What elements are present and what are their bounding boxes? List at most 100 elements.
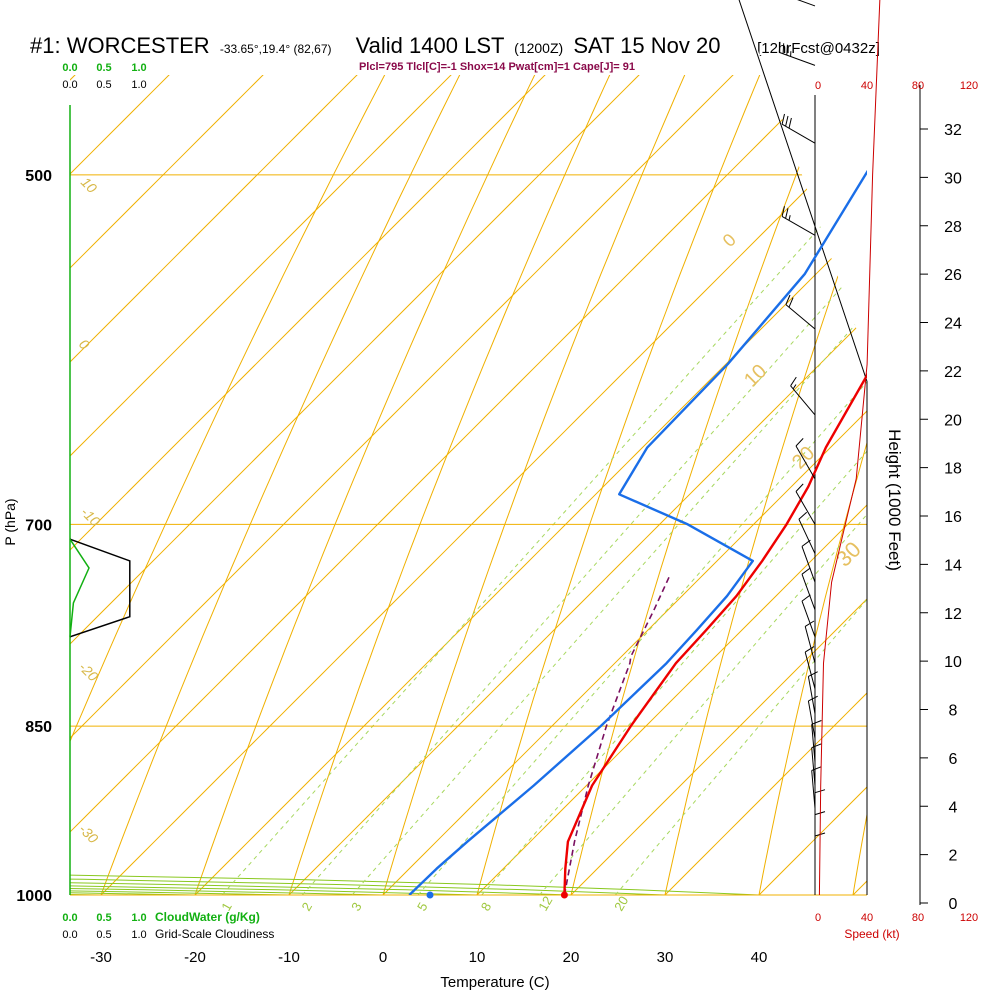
isotherm-line: [0, 0, 832, 895]
stability-indices: Plcl=795 Tlcl[C]=-1 Shox=14 Pwat[cm]=1 C…: [359, 61, 635, 73]
wind-speed-tick-top: 40: [861, 80, 873, 92]
cloud-water-scale-bottom: 1.0: [131, 912, 146, 924]
cloudiness-scale-bottom: 0.5: [96, 929, 111, 941]
cloudiness-scale-top: 1.0: [131, 79, 146, 91]
temperature-tick-label: -30: [90, 949, 112, 966]
wind-speed-tick-top: 120: [960, 80, 978, 92]
height-tick-label: 26: [944, 267, 962, 284]
isotherm-label: -30: [76, 821, 102, 847]
station-name: #1: WORCESTER: [30, 33, 210, 58]
isotherm-label: -10: [78, 504, 104, 530]
height-tick-label: 16: [944, 509, 962, 526]
height-tick-label: 8: [949, 703, 958, 720]
wind-barb: [802, 540, 815, 582]
barb-flag: [802, 595, 810, 601]
wind-speed-tick-bottom: 120: [960, 912, 978, 924]
height-tick-label: 30: [944, 170, 962, 187]
cloud-water-scale-bottom: 0.5: [96, 912, 111, 924]
pressure-tick-label: 500: [25, 168, 52, 185]
cloud-water-scale-top: 1.0: [131, 62, 146, 74]
barb-flag: [799, 512, 807, 519]
barb-flag: [796, 484, 803, 492]
y-axis-label: P (hPa): [2, 498, 18, 545]
valid-date: SAT 15 Nov 2014: [573, 33, 745, 58]
temperature-tick-label: -10: [278, 949, 300, 966]
wind-speed-tick-top: 80: [912, 80, 924, 92]
mixing-ratio-line: [482, 0, 1000, 895]
wind-speed-tick-bottom: 40: [861, 912, 873, 924]
isotherm-label: 0: [719, 230, 740, 251]
barb-half-flag: [789, 215, 790, 220]
station-coords: -33.65°,19.4° (82,67): [220, 42, 332, 56]
isotherm-label: -20: [76, 659, 102, 685]
surface-dewpoint-marker: [427, 892, 434, 899]
parcel-trace: [564, 575, 670, 895]
mixing-ratio-label: 3: [348, 900, 365, 914]
wind-barb: [812, 767, 822, 809]
wind-speed-tick-bottom: 80: [912, 912, 924, 924]
isotherm-line: [0, 0, 644, 895]
height-axis-label: Height (1000 Feet): [885, 429, 904, 571]
valid-utc: (1200Z): [514, 40, 563, 56]
cloudiness-scale-top: 0.0: [62, 79, 77, 91]
wind-barb: [802, 568, 815, 610]
x-axis-label: Temperature (C): [440, 974, 549, 991]
isotherm-label: 10: [740, 360, 771, 391]
wind-speed-tick-bottom: 0: [815, 912, 821, 924]
cloudiness-scale-top: 0.5: [96, 79, 111, 91]
cloud-water-label: CloudWater (g/Kg): [155, 910, 260, 924]
surface-temp-marker: [561, 892, 568, 899]
height-tick-label: 2: [949, 848, 958, 865]
temperature-tick-label: 10: [469, 949, 486, 966]
barb-shaft: [779, 0, 815, 6]
barb-flag: [815, 790, 825, 793]
valid-time: Valid 1400 LST: [356, 33, 504, 58]
height-tick-label: 10: [944, 654, 962, 671]
moist-adiabat-line: [0, 814, 383, 895]
mixing-ratio-line: [418, 0, 1000, 895]
mixing-ratio-label: 2: [298, 900, 315, 914]
height-tick-label: 12: [944, 606, 962, 623]
height-tick-label: 14: [944, 557, 962, 574]
cloudiness-scale-bottom: 1.0: [131, 929, 146, 941]
forecast-info: [12hrFcst@0432z]: [757, 40, 880, 57]
barb-flag: [787, 45, 788, 55]
height-tick-label: 24: [944, 316, 962, 333]
barb-flag: [812, 721, 822, 725]
height-tick-label: 20: [944, 412, 962, 429]
height-tick-label: 28: [944, 219, 962, 236]
mixing-ratio-label: 8: [478, 900, 495, 914]
pressure-tick-label: 700: [25, 517, 52, 534]
height-tick-label: 0: [949, 896, 958, 913]
cloudiness-scale-bottom: 0.0: [62, 929, 77, 941]
wind-speed-label: Speed (kt): [844, 927, 899, 941]
barb-shaft: [802, 546, 815, 582]
isotherm-line: [853, 0, 1000, 895]
cloudiness-label: Grid-Scale Cloudiness: [155, 927, 274, 941]
wind-barb: [799, 512, 815, 553]
isotherm-line: [0, 0, 738, 895]
mixing-ratio-label: 5: [414, 900, 431, 914]
barb-shaft: [802, 574, 815, 610]
height-tick-label: 6: [949, 751, 958, 768]
barb-flag: [779, 42, 780, 53]
moist-adiabat-line: [0, 803, 759, 895]
height-tick-label: 18: [944, 461, 962, 478]
pressure-tick-label: 850: [25, 719, 52, 736]
barb-flag: [783, 43, 784, 53]
pressure-tick-label: 1000: [16, 888, 52, 905]
height-tick-label: 32: [944, 122, 962, 139]
isotherm-line: [383, 0, 1000, 895]
isotherm-label: 0: [76, 336, 93, 353]
dry-adiabat-line: [559, 0, 1000, 946]
wind-barb: [812, 744, 822, 786]
temperature-tick-label: 0: [379, 949, 387, 966]
cloud-water-scale-top: 0.5: [96, 62, 111, 74]
mixing-ratio-label: 12: [535, 893, 555, 913]
wind-barb: [779, 0, 815, 6]
cloud-water-scale-bottom: 0.0: [62, 912, 77, 924]
cloud-water-scale-top: 0.0: [62, 62, 77, 74]
isotherm-label: 10: [78, 174, 100, 196]
